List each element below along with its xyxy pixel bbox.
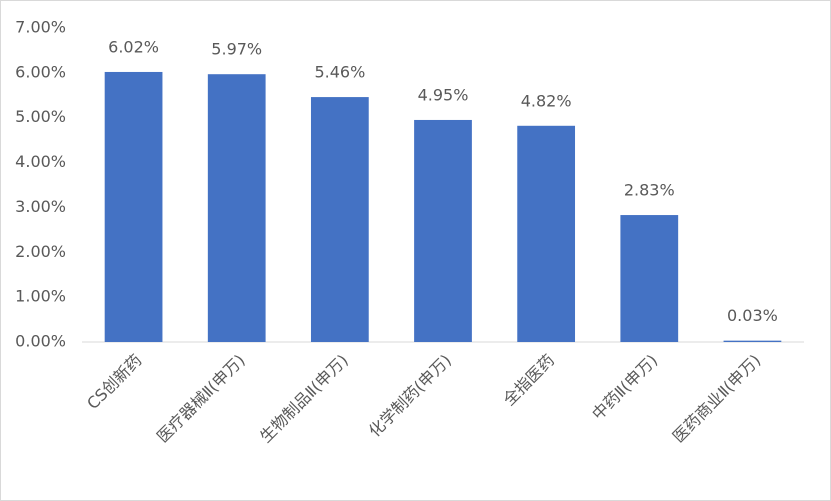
bar: [414, 119, 472, 342]
bar: [620, 215, 679, 342]
value-label: 0.03%: [727, 306, 778, 325]
bar: [517, 125, 576, 342]
y-tick-label: 4.00%: [15, 152, 66, 171]
bar: [310, 97, 369, 342]
bar: [207, 74, 266, 343]
bar: [104, 71, 163, 343]
value-label: 4.95%: [418, 85, 469, 104]
y-tick-label: 7.00%: [15, 18, 66, 37]
y-tick-label: 6.00%: [15, 62, 66, 81]
value-label: 4.82%: [521, 91, 572, 110]
y-tick-label: 2.00%: [15, 242, 66, 261]
value-label: 5.97%: [211, 40, 262, 59]
y-tick-label: 3.00%: [15, 197, 66, 216]
y-tick-label: 5.00%: [15, 107, 66, 126]
value-label: 5.46%: [314, 63, 365, 82]
y-tick-label: 1.00%: [15, 287, 66, 306]
bar: [723, 340, 782, 342]
value-label: 2.83%: [624, 181, 675, 200]
value-label: 6.02%: [108, 37, 159, 56]
y-tick-label: 0.00%: [15, 332, 66, 351]
